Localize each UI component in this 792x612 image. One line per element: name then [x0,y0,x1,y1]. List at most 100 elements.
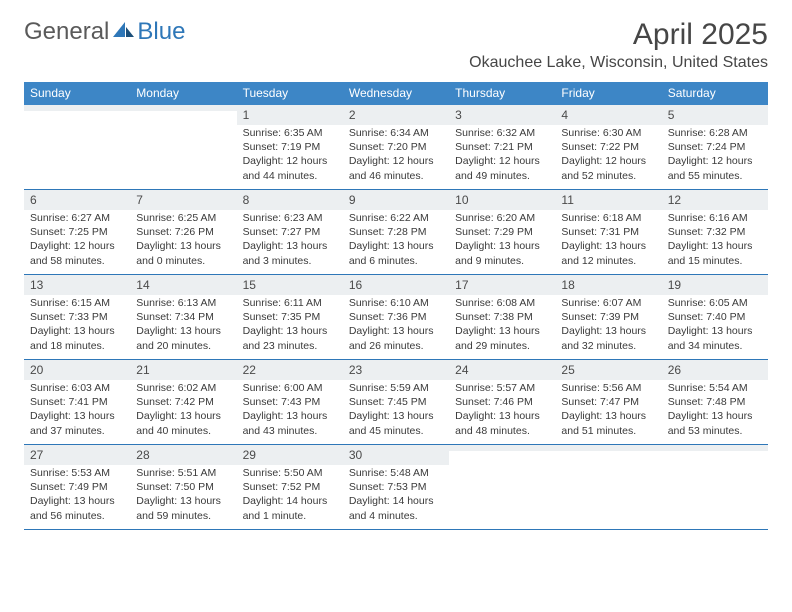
daylight-text: Daylight: 13 hours and 32 minutes. [561,324,655,352]
sunset-text: Sunset: 7:25 PM [30,225,124,239]
weekday-header: Friday [555,82,661,105]
daylight-text: Daylight: 13 hours and 18 minutes. [30,324,124,352]
calendar-day-cell: 21Sunrise: 6:02 AMSunset: 7:42 PMDayligh… [130,360,236,444]
daylight-text: Daylight: 13 hours and 45 minutes. [349,409,443,437]
sunset-text: Sunset: 7:20 PM [349,140,443,154]
day-details: Sunrise: 6:27 AMSunset: 7:25 PMDaylight:… [24,210,130,268]
calendar-week-row: 6Sunrise: 6:27 AMSunset: 7:25 PMDaylight… [24,190,768,275]
calendar-day-cell: 7Sunrise: 6:25 AMSunset: 7:26 PMDaylight… [130,190,236,274]
weekday-header: Monday [130,82,236,105]
day-details: Sunrise: 5:51 AMSunset: 7:50 PMDaylight:… [130,465,236,523]
calendar-day-cell: 9Sunrise: 6:22 AMSunset: 7:28 PMDaylight… [343,190,449,274]
day-number: 10 [449,190,555,210]
daylight-text: Daylight: 12 hours and 55 minutes. [668,154,762,182]
day-number: 18 [555,275,661,295]
day-details: Sunrise: 5:48 AMSunset: 7:53 PMDaylight:… [343,465,449,523]
calendar-day-cell [449,445,555,529]
day-number: 15 [237,275,343,295]
sunrise-text: Sunrise: 5:57 AM [455,381,549,395]
calendar-day-cell: 10Sunrise: 6:20 AMSunset: 7:29 PMDayligh… [449,190,555,274]
calendar-day-cell: 29Sunrise: 5:50 AMSunset: 7:52 PMDayligh… [237,445,343,529]
sunset-text: Sunset: 7:43 PM [243,395,337,409]
location-label: Okauchee Lake, Wisconsin, United States [469,54,768,72]
daylight-text: Daylight: 13 hours and 56 minutes. [30,494,124,522]
sunrise-text: Sunrise: 6:30 AM [561,126,655,140]
day-number: 19 [662,275,768,295]
month-title: April 2025 [469,18,768,52]
day-number: 7 [130,190,236,210]
daylight-text: Daylight: 13 hours and 23 minutes. [243,324,337,352]
sunrise-text: Sunrise: 6:05 AM [668,296,762,310]
sunrise-text: Sunrise: 6:13 AM [136,296,230,310]
day-details: Sunrise: 5:54 AMSunset: 7:48 PMDaylight:… [662,380,768,438]
weekday-header: Tuesday [237,82,343,105]
daylight-text: Daylight: 13 hours and 6 minutes. [349,239,443,267]
day-number: 21 [130,360,236,380]
day-details: Sunrise: 6:11 AMSunset: 7:35 PMDaylight:… [237,295,343,353]
daylight-text: Daylight: 13 hours and 20 minutes. [136,324,230,352]
day-details: Sunrise: 6:22 AMSunset: 7:28 PMDaylight:… [343,210,449,268]
day-number: 13 [24,275,130,295]
sunset-text: Sunset: 7:28 PM [349,225,443,239]
sunrise-text: Sunrise: 5:50 AM [243,466,337,480]
calendar-day-cell: 17Sunrise: 6:08 AMSunset: 7:38 PMDayligh… [449,275,555,359]
day-number: 6 [24,190,130,210]
sunrise-text: Sunrise: 6:18 AM [561,211,655,225]
sunrise-text: Sunrise: 6:23 AM [243,211,337,225]
day-number: 27 [24,445,130,465]
sunset-text: Sunset: 7:24 PM [668,140,762,154]
day-number: 9 [343,190,449,210]
sunset-text: Sunset: 7:47 PM [561,395,655,409]
sunset-text: Sunset: 7:27 PM [243,225,337,239]
sunset-text: Sunset: 7:19 PM [243,140,337,154]
weekday-header: Sunday [24,82,130,105]
sunrise-text: Sunrise: 5:53 AM [30,466,124,480]
calendar-week-row: 13Sunrise: 6:15 AMSunset: 7:33 PMDayligh… [24,275,768,360]
day-details: Sunrise: 6:16 AMSunset: 7:32 PMDaylight:… [662,210,768,268]
day-details: Sunrise: 6:15 AMSunset: 7:33 PMDaylight:… [24,295,130,353]
calendar-day-cell: 13Sunrise: 6:15 AMSunset: 7:33 PMDayligh… [24,275,130,359]
sunset-text: Sunset: 7:38 PM [455,310,549,324]
daylight-text: Daylight: 13 hours and 12 minutes. [561,239,655,267]
calendar: SundayMondayTuesdayWednesdayThursdayFrid… [24,82,768,530]
day-number: 28 [130,445,236,465]
day-number: 23 [343,360,449,380]
calendar-day-cell: 25Sunrise: 5:56 AMSunset: 7:47 PMDayligh… [555,360,661,444]
sunset-text: Sunset: 7:26 PM [136,225,230,239]
sunset-text: Sunset: 7:21 PM [455,140,549,154]
sunrise-text: Sunrise: 6:11 AM [243,296,337,310]
sunrise-text: Sunrise: 6:20 AM [455,211,549,225]
sunrise-text: Sunrise: 6:22 AM [349,211,443,225]
sunrise-text: Sunrise: 5:56 AM [561,381,655,395]
daylight-text: Daylight: 12 hours and 46 minutes. [349,154,443,182]
day-number: 2 [343,105,449,125]
sunset-text: Sunset: 7:48 PM [668,395,762,409]
day-number: 4 [555,105,661,125]
calendar-day-cell: 26Sunrise: 5:54 AMSunset: 7:48 PMDayligh… [662,360,768,444]
daylight-text: Daylight: 12 hours and 49 minutes. [455,154,549,182]
weekday-header: Thursday [449,82,555,105]
day-number: 11 [555,190,661,210]
daylight-text: Daylight: 13 hours and 3 minutes. [243,239,337,267]
calendar-week-row: 20Sunrise: 6:03 AMSunset: 7:41 PMDayligh… [24,360,768,445]
brand-part2: Blue [137,18,185,46]
calendar-weeks: 1Sunrise: 6:35 AMSunset: 7:19 PMDaylight… [24,105,768,530]
sunset-text: Sunset: 7:41 PM [30,395,124,409]
day-number [555,445,661,451]
calendar-day-cell: 27Sunrise: 5:53 AMSunset: 7:49 PMDayligh… [24,445,130,529]
calendar-day-cell: 8Sunrise: 6:23 AMSunset: 7:27 PMDaylight… [237,190,343,274]
calendar-day-cell [662,445,768,529]
calendar-day-cell: 15Sunrise: 6:11 AMSunset: 7:35 PMDayligh… [237,275,343,359]
sunrise-text: Sunrise: 5:54 AM [668,381,762,395]
day-number [449,445,555,451]
day-details: Sunrise: 6:25 AMSunset: 7:26 PMDaylight:… [130,210,236,268]
sunset-text: Sunset: 7:52 PM [243,480,337,494]
daylight-text: Daylight: 13 hours and 43 minutes. [243,409,337,437]
sunrise-text: Sunrise: 6:02 AM [136,381,230,395]
sunrise-text: Sunrise: 6:35 AM [243,126,337,140]
daylight-text: Daylight: 13 hours and 37 minutes. [30,409,124,437]
calendar-week-row: 1Sunrise: 6:35 AMSunset: 7:19 PMDaylight… [24,105,768,190]
calendar-day-cell: 30Sunrise: 5:48 AMSunset: 7:53 PMDayligh… [343,445,449,529]
sunrise-text: Sunrise: 6:25 AM [136,211,230,225]
calendar-day-cell: 22Sunrise: 6:00 AMSunset: 7:43 PMDayligh… [237,360,343,444]
